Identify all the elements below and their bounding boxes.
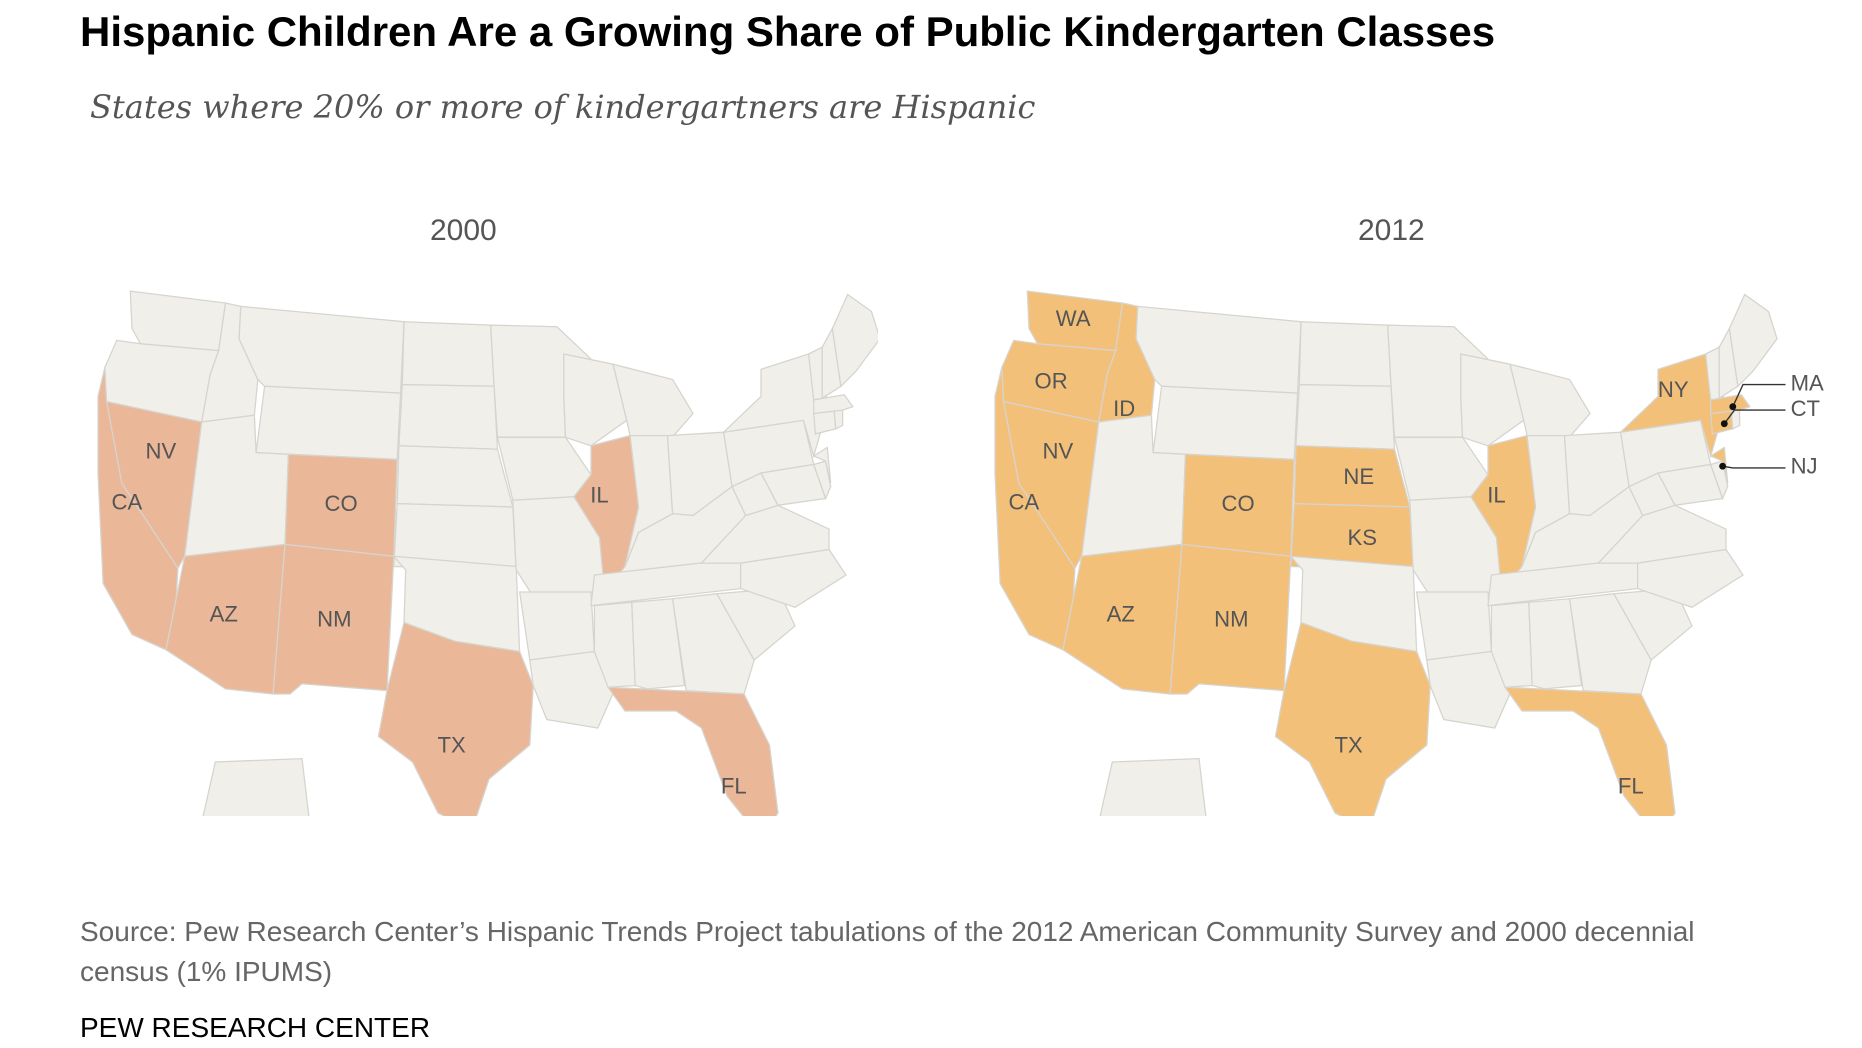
callout-dot-nj — [1719, 462, 1726, 470]
state-ga — [1568, 593, 1652, 695]
state-label-ny: NY — [1658, 377, 1689, 402]
state-nj — [812, 446, 832, 484]
state-label-id: ID — [1113, 396, 1135, 421]
state-label-il: IL — [1487, 483, 1505, 508]
state-label-nv: NV — [1043, 438, 1074, 463]
state-ia — [496, 436, 592, 501]
state-label-il: IL — [590, 483, 608, 508]
state-label-fl: FL — [721, 773, 747, 798]
state-ma — [813, 394, 854, 415]
state-me — [1728, 293, 1778, 388]
state-fl — [1503, 686, 1676, 816]
us-map-2000: CA NV AZ NM CO TX IL FL — [97, 290, 878, 816]
chart-subtitle: States where 20% or more of kindergartne… — [90, 88, 1036, 126]
state-label-nm: NM — [317, 607, 351, 632]
state-de — [812, 460, 832, 501]
state-label-ca: CA — [112, 489, 143, 514]
state-sd — [398, 383, 499, 450]
state-ne — [396, 445, 514, 508]
state-me — [831, 293, 878, 388]
state-nd — [401, 321, 495, 387]
state-ms — [1490, 601, 1533, 688]
state-label-az: AZ — [1107, 602, 1135, 627]
state-label-ne: NE — [1343, 464, 1374, 489]
state-ar — [518, 591, 596, 661]
state-sd — [1295, 383, 1396, 450]
callout-dot-ma — [1729, 403, 1737, 411]
state-ia — [1393, 436, 1489, 501]
state-label-fl: FL — [1618, 773, 1644, 798]
callout-dot-ct — [1720, 420, 1728, 428]
map-year-2012: 2012 — [1358, 214, 1425, 247]
state-label-tx: TX — [437, 733, 465, 758]
state-nj — [1709, 446, 1729, 484]
state-ms — [593, 601, 636, 688]
callout-label-nj: NJ — [1791, 454, 1818, 479]
state-mt — [238, 305, 405, 394]
source-note: Source: Pew Research Center’s Hispanic T… — [80, 916, 1695, 987]
state-mt — [1135, 305, 1302, 394]
state-label-or: OR — [1035, 369, 1068, 394]
state-de — [1709, 460, 1729, 501]
state-label-co: CO — [1222, 491, 1255, 516]
state-label-ks: KS — [1347, 525, 1376, 550]
callout-line-ma — [1732, 383, 1786, 407]
callout-line-nj — [1722, 465, 1786, 469]
state-label-ca: CA — [1009, 489, 1040, 514]
state-label-wa: WA — [1056, 306, 1091, 331]
state-ri — [833, 409, 844, 430]
callout-label-ct: CT — [1791, 396, 1820, 421]
state-nd — [1298, 321, 1392, 387]
state-fl — [606, 686, 779, 816]
state-wa — [129, 290, 227, 352]
state-tx — [1274, 621, 1431, 816]
state-ga — [671, 593, 755, 695]
map-year-2000: 2000 — [430, 214, 497, 247]
state-al — [631, 598, 686, 690]
state-label-az: AZ — [210, 602, 238, 627]
state-label-co: CO — [325, 491, 358, 516]
state-al — [1528, 598, 1583, 690]
state-ma — [1710, 394, 1751, 415]
state-label-tx: TX — [1334, 733, 1362, 758]
state-tx — [377, 621, 534, 816]
state-label-nm: NM — [1214, 607, 1248, 632]
state-label-nv: NV — [146, 438, 177, 463]
callout-label-ma: MA — [1791, 370, 1824, 395]
callout-line-ct — [1723, 409, 1786, 425]
chart-title: Hispanic Children Are a Growing Share of… — [80, 8, 1496, 55]
brand-name: PEW RESEARCH CENTER — [80, 1012, 431, 1043]
state-ak — [202, 757, 310, 816]
state-wy — [1152, 385, 1299, 461]
state-ar — [1415, 591, 1493, 661]
state-wy — [255, 385, 402, 461]
state-ak — [1099, 757, 1207, 816]
